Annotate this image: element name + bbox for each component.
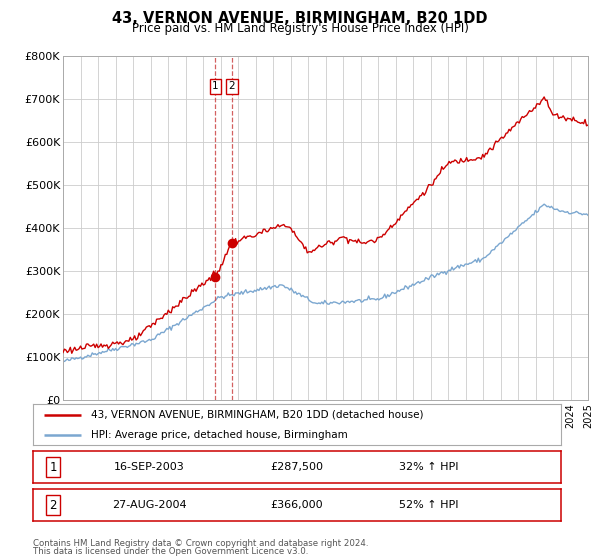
Text: 16-SEP-2003: 16-SEP-2003	[114, 462, 185, 472]
Text: 32% ↑ HPI: 32% ↑ HPI	[399, 462, 459, 472]
Text: 43, VERNON AVENUE, BIRMINGHAM, B20 1DD: 43, VERNON AVENUE, BIRMINGHAM, B20 1DD	[112, 11, 488, 26]
Text: 52% ↑ HPI: 52% ↑ HPI	[399, 500, 459, 510]
Text: 2: 2	[229, 81, 235, 91]
Text: HPI: Average price, detached house, Birmingham: HPI: Average price, detached house, Birm…	[91, 430, 348, 440]
Text: £366,000: £366,000	[271, 500, 323, 510]
Text: 1: 1	[49, 460, 57, 474]
Text: 43, VERNON AVENUE, BIRMINGHAM, B20 1DD (detached house): 43, VERNON AVENUE, BIRMINGHAM, B20 1DD (…	[91, 409, 424, 419]
Text: 27-AUG-2004: 27-AUG-2004	[112, 500, 187, 510]
Text: This data is licensed under the Open Government Licence v3.0.: This data is licensed under the Open Gov…	[33, 547, 308, 556]
Text: £287,500: £287,500	[271, 462, 323, 472]
Text: 1: 1	[212, 81, 219, 91]
Text: 2: 2	[49, 498, 57, 512]
Text: Contains HM Land Registry data © Crown copyright and database right 2024.: Contains HM Land Registry data © Crown c…	[33, 539, 368, 548]
Text: Price paid vs. HM Land Registry's House Price Index (HPI): Price paid vs. HM Land Registry's House …	[131, 22, 469, 35]
